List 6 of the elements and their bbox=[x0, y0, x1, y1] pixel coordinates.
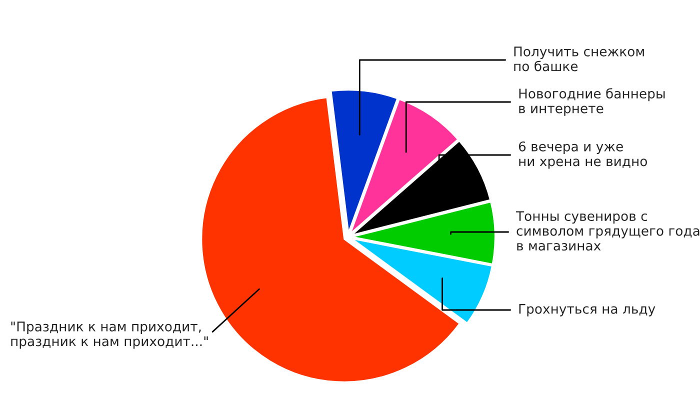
slice-label: Тонны сувениров с символом грядущего года в магазинах bbox=[516, 211, 700, 251]
slice-label: Новогодние баннеры в интернете bbox=[519, 88, 665, 116]
slice-label: Грохнуться на льду bbox=[519, 304, 656, 316]
slice-label: Получить снежком по башке bbox=[514, 46, 644, 72]
slice-label: "Праздник к нам приходит, праздник к нам приходит..." bbox=[11, 322, 208, 349]
slice-label: 6 вечера и уже ни хрена не видно bbox=[518, 141, 647, 169]
